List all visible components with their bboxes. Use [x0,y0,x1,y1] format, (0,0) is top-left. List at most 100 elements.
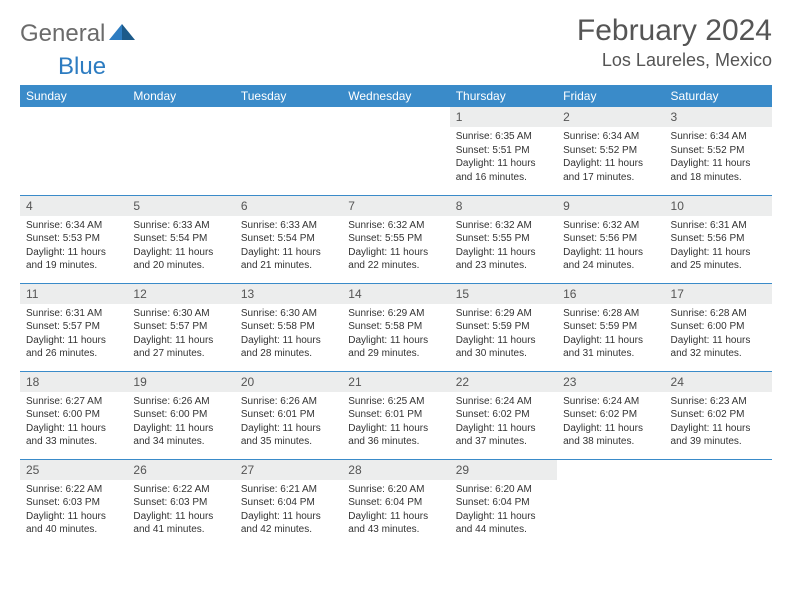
calendar-day-cell: 2Sunrise: 6:34 AMSunset: 5:52 PMDaylight… [557,107,664,195]
day-details: Sunrise: 6:27 AMSunset: 6:00 PMDaylight:… [20,392,127,452]
calendar-day-cell: 23Sunrise: 6:24 AMSunset: 6:02 PMDayligh… [557,371,664,459]
day-details: Sunrise: 6:25 AMSunset: 6:01 PMDaylight:… [342,392,449,452]
day-number: 18 [20,372,127,392]
day-number: 10 [665,196,772,216]
day-details: Sunrise: 6:24 AMSunset: 6:02 PMDaylight:… [450,392,557,452]
day-details: Sunrise: 6:21 AMSunset: 6:04 PMDaylight:… [235,480,342,540]
calendar-day-cell: 17Sunrise: 6:28 AMSunset: 6:00 PMDayligh… [665,283,772,371]
calendar-day-cell: 10Sunrise: 6:31 AMSunset: 5:56 PMDayligh… [665,195,772,283]
day-number: 25 [20,460,127,480]
day-number: 2 [557,107,664,127]
day-details: Sunrise: 6:29 AMSunset: 5:59 PMDaylight:… [450,304,557,364]
calendar-week-row: 18Sunrise: 6:27 AMSunset: 6:00 PMDayligh… [20,371,772,459]
day-number: 1 [450,107,557,127]
calendar-day-cell: 20Sunrise: 6:26 AMSunset: 6:01 PMDayligh… [235,371,342,459]
day-details: Sunrise: 6:31 AMSunset: 5:56 PMDaylight:… [665,216,772,276]
day-details: Sunrise: 6:32 AMSunset: 5:55 PMDaylight:… [450,216,557,276]
calendar-day-cell: 29Sunrise: 6:20 AMSunset: 6:04 PMDayligh… [450,459,557,547]
day-details: Sunrise: 6:26 AMSunset: 6:01 PMDaylight:… [235,392,342,452]
calendar-day-cell: 26Sunrise: 6:22 AMSunset: 6:03 PMDayligh… [127,459,234,547]
day-number: 16 [557,284,664,304]
day-details: Sunrise: 6:30 AMSunset: 5:57 PMDaylight:… [127,304,234,364]
day-number: 13 [235,284,342,304]
calendar-day-cell: 4Sunrise: 6:34 AMSunset: 5:53 PMDaylight… [20,195,127,283]
calendar-week-row: 25Sunrise: 6:22 AMSunset: 6:03 PMDayligh… [20,459,772,547]
calendar-day-cell: 21Sunrise: 6:25 AMSunset: 6:01 PMDayligh… [342,371,449,459]
day-details: Sunrise: 6:32 AMSunset: 5:55 PMDaylight:… [342,216,449,276]
calendar-day-cell: 6Sunrise: 6:33 AMSunset: 5:54 PMDaylight… [235,195,342,283]
day-details: Sunrise: 6:35 AMSunset: 5:51 PMDaylight:… [450,127,557,187]
day-number: 14 [342,284,449,304]
weekday-header: Wednesday [342,85,449,107]
day-number: 11 [20,284,127,304]
calendar-day-cell: 12Sunrise: 6:30 AMSunset: 5:57 PMDayligh… [127,283,234,371]
weekday-header: Friday [557,85,664,107]
calendar-table: Sunday Monday Tuesday Wednesday Thursday… [20,85,772,547]
day-number: 27 [235,460,342,480]
day-number: 6 [235,196,342,216]
calendar-day-cell: 8Sunrise: 6:32 AMSunset: 5:55 PMDaylight… [450,195,557,283]
day-details: Sunrise: 6:20 AMSunset: 6:04 PMDaylight:… [342,480,449,540]
calendar-day-cell: 13Sunrise: 6:30 AMSunset: 5:58 PMDayligh… [235,283,342,371]
calendar-day-cell: 19Sunrise: 6:26 AMSunset: 6:00 PMDayligh… [127,371,234,459]
weekday-header: Thursday [450,85,557,107]
day-number: 20 [235,372,342,392]
day-details: Sunrise: 6:32 AMSunset: 5:56 PMDaylight:… [557,216,664,276]
calendar-day-cell [20,107,127,195]
day-details: Sunrise: 6:28 AMSunset: 5:59 PMDaylight:… [557,304,664,364]
day-number: 9 [557,196,664,216]
logo: General [20,20,137,48]
day-details: Sunrise: 6:29 AMSunset: 5:58 PMDaylight:… [342,304,449,364]
calendar-day-cell: 24Sunrise: 6:23 AMSunset: 6:02 PMDayligh… [665,371,772,459]
calendar-day-cell: 15Sunrise: 6:29 AMSunset: 5:59 PMDayligh… [450,283,557,371]
day-details: Sunrise: 6:28 AMSunset: 6:00 PMDaylight:… [665,304,772,364]
day-number: 4 [20,196,127,216]
day-number: 19 [127,372,234,392]
weekday-header: Tuesday [235,85,342,107]
day-number: 7 [342,196,449,216]
logo-triangle-icon [109,22,135,47]
calendar-day-cell: 27Sunrise: 6:21 AMSunset: 6:04 PMDayligh… [235,459,342,547]
calendar-day-cell: 25Sunrise: 6:22 AMSunset: 6:03 PMDayligh… [20,459,127,547]
day-number: 5 [127,196,234,216]
weekday-header: Sunday [20,85,127,107]
calendar-day-cell [235,107,342,195]
day-details: Sunrise: 6:20 AMSunset: 6:04 PMDaylight:… [450,480,557,540]
day-details: Sunrise: 6:31 AMSunset: 5:57 PMDaylight:… [20,304,127,364]
day-number: 15 [450,284,557,304]
calendar-day-cell: 1Sunrise: 6:35 AMSunset: 5:51 PMDaylight… [450,107,557,195]
day-details: Sunrise: 6:22 AMSunset: 6:03 PMDaylight:… [20,480,127,540]
calendar-day-cell: 9Sunrise: 6:32 AMSunset: 5:56 PMDaylight… [557,195,664,283]
calendar-day-cell: 28Sunrise: 6:20 AMSunset: 6:04 PMDayligh… [342,459,449,547]
day-number: 8 [450,196,557,216]
calendar-day-cell: 18Sunrise: 6:27 AMSunset: 6:00 PMDayligh… [20,371,127,459]
day-details: Sunrise: 6:34 AMSunset: 5:53 PMDaylight:… [20,216,127,276]
calendar-week-row: 1Sunrise: 6:35 AMSunset: 5:51 PMDaylight… [20,107,772,195]
day-details: Sunrise: 6:26 AMSunset: 6:00 PMDaylight:… [127,392,234,452]
day-number: 23 [557,372,664,392]
day-number: 29 [450,460,557,480]
day-details: Sunrise: 6:24 AMSunset: 6:02 PMDaylight:… [557,392,664,452]
day-number: 22 [450,372,557,392]
calendar-day-cell: 16Sunrise: 6:28 AMSunset: 5:59 PMDayligh… [557,283,664,371]
month-title: February 2024 [577,14,772,48]
day-number: 21 [342,372,449,392]
day-number: 26 [127,460,234,480]
calendar-day-cell [127,107,234,195]
day-number: 28 [342,460,449,480]
calendar-day-cell [342,107,449,195]
day-number: 17 [665,284,772,304]
day-details: Sunrise: 6:34 AMSunset: 5:52 PMDaylight:… [557,127,664,187]
day-details: Sunrise: 6:23 AMSunset: 6:02 PMDaylight:… [665,392,772,452]
calendar-day-cell: 22Sunrise: 6:24 AMSunset: 6:02 PMDayligh… [450,371,557,459]
calendar-week-row: 4Sunrise: 6:34 AMSunset: 5:53 PMDaylight… [20,195,772,283]
calendar-week-row: 11Sunrise: 6:31 AMSunset: 5:57 PMDayligh… [20,283,772,371]
calendar-day-cell [557,459,664,547]
calendar-day-cell [665,459,772,547]
weekday-header: Monday [127,85,234,107]
day-details: Sunrise: 6:33 AMSunset: 5:54 PMDaylight:… [235,216,342,276]
calendar-day-cell: 14Sunrise: 6:29 AMSunset: 5:58 PMDayligh… [342,283,449,371]
day-details: Sunrise: 6:34 AMSunset: 5:52 PMDaylight:… [665,127,772,187]
day-number: 12 [127,284,234,304]
calendar-day-cell: 11Sunrise: 6:31 AMSunset: 5:57 PMDayligh… [20,283,127,371]
